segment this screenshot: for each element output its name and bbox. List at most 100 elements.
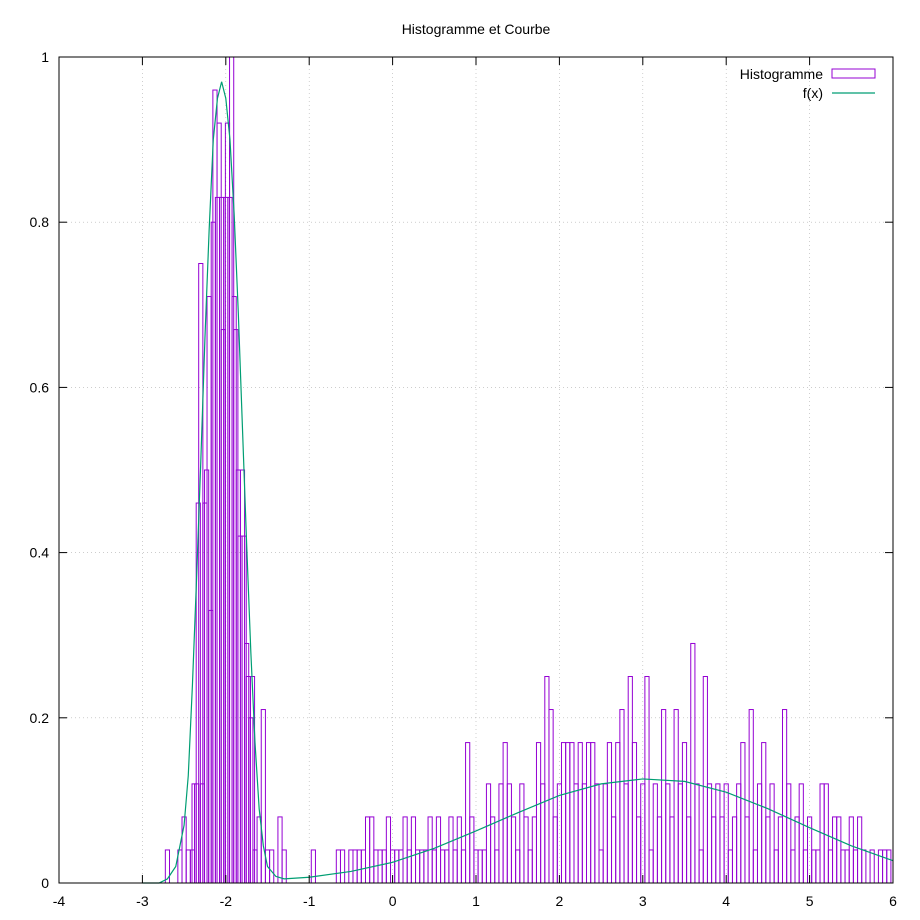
histogram-bar [619,709,625,884]
x-tick-label: 6 [889,893,897,909]
histogram-bar [540,783,546,884]
y-tick-label: 1 [41,49,49,65]
histogram-bar [852,849,859,884]
histogram-bar [844,849,850,884]
histogram-bar [435,816,442,884]
histogram-bar [352,849,358,884]
histogram-bar [715,783,721,884]
histogram-bar [740,742,746,884]
histogram-bar [702,676,708,884]
y-tick-labels: 0 0.2 0.4 0.6 0.8 1 [30,49,50,891]
fx-curve [142,81,894,884]
histogram-bar [636,816,642,884]
histogram-bar [673,709,679,884]
histogram-bar [611,816,617,884]
histogram-bar [565,742,571,884]
histogram-bar [394,849,400,884]
histogram-bar [498,783,504,884]
histogram-bar [748,709,754,884]
histogram-bar [790,849,796,884]
histogram-bar [581,783,588,884]
axis-ticks [58,56,894,884]
histogram-bar [490,816,496,884]
grid-lines [59,57,893,883]
x-tick-label: -2 [220,893,233,909]
histogram-bar [765,816,771,884]
histogram-bar [827,849,834,884]
histogram-bar [711,816,717,884]
histogram-bar [440,849,446,884]
histogram-bar [736,783,742,884]
histogram-bar [410,816,417,884]
y-tick-label: 0.6 [30,379,50,395]
histogram-bar [519,783,525,884]
histogram-bar [477,849,483,884]
histogram-bar [694,783,700,884]
histogram-bar [431,849,437,884]
histogram-bar [356,849,362,884]
histogram-bar [527,849,533,884]
histogram-bar [811,849,817,884]
histogram-bar [485,783,492,884]
histogram-bar [569,742,575,884]
histogram-bar [552,816,558,884]
histogram-bar [577,742,583,884]
histogram-bar [185,849,191,884]
legend-swatch-histogramme [831,68,876,79]
histogram-bar [369,816,375,884]
histogram-bar [794,816,800,884]
histogram-bar [840,849,846,884]
histogram-bar [606,742,613,884]
histogram-bar [756,783,763,884]
histogram-bar [506,783,512,884]
histogram-bar [786,783,792,884]
chart-title: Histogramme et Courbe [402,21,551,37]
histogram-bar [802,849,809,884]
histogram-bar [402,816,408,884]
histogram-bar [652,783,658,884]
histogram-bar [335,849,341,884]
histogram-bar [364,816,371,884]
histogram-bar [494,849,500,884]
y-tick-label: 0 [41,875,49,891]
y-tick-label: 0.4 [30,545,50,561]
histogram-bar [690,642,696,884]
histogram-bar [744,816,750,884]
histogram-bar [586,742,592,884]
x-tick-label: 2 [556,893,564,909]
histogram-bar [631,742,638,884]
histogram-bar [277,816,283,884]
histogram-bar [481,849,487,884]
histogram-bar [602,783,608,884]
x-tick-labels: -4 -3 -2 -1 0 1 2 3 4 5 6 [53,893,897,909]
histogram-bar [381,849,387,884]
legend-label-fx: f(x) [803,85,823,101]
histogram-bar [310,849,316,884]
histogram-bar [406,849,412,884]
x-tick-label: 1 [472,893,480,909]
histogram-bar [594,783,600,884]
y-tick-label: 0.8 [30,214,50,230]
histogram-bar [469,816,475,884]
histogram-bar [623,783,629,884]
histogram-bar [535,742,542,884]
histogram-bar [573,783,579,884]
histogram-bar [460,849,467,884]
histogram-bar [836,816,842,884]
legend-label-histogramme: Histogramme [740,66,823,82]
histogram-bar [348,849,354,884]
histogram-bar [869,849,875,884]
histogram-bar [502,742,508,884]
histogram-bar [823,783,829,884]
histogram-bar [686,816,692,884]
histogram-bar [598,849,604,884]
histogram-bar [377,849,383,884]
histogram-bar [456,816,462,884]
histogram-bar [615,742,621,884]
histogram-bar [698,849,704,884]
x-tick-label: -4 [53,893,66,909]
histogram-bar [832,816,838,884]
histogram-bar [815,849,821,884]
histogram-bar [656,816,663,884]
